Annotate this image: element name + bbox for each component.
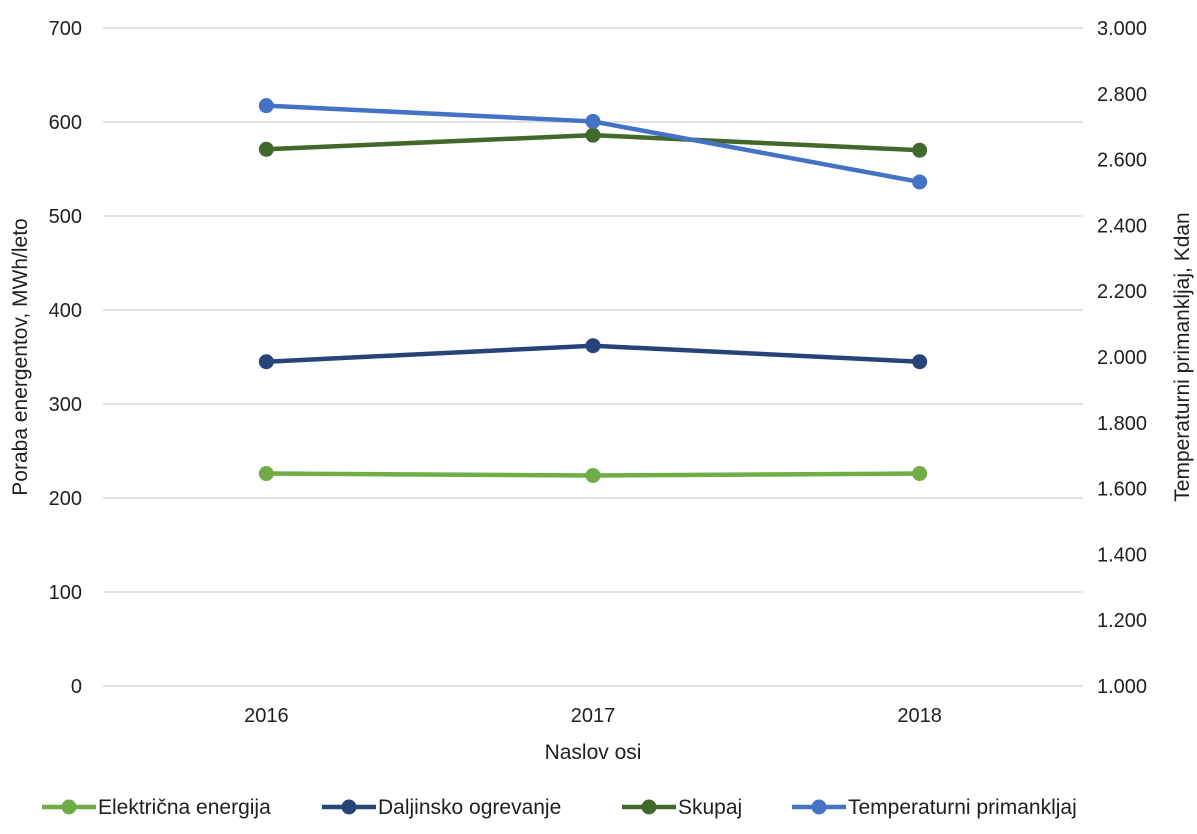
y-tick-label: 300: [49, 394, 82, 416]
legend-marker-icon: [641, 799, 657, 815]
y2-tick-label: 2.000: [1097, 347, 1147, 369]
x-tick-label: 2017: [571, 705, 616, 727]
legend-item-skupaj: Skupaj: [622, 796, 742, 819]
y-tick-label: 700: [49, 18, 82, 40]
y-tick-label: 600: [49, 112, 82, 134]
y-tick-label: 100: [49, 582, 82, 604]
data-point: [258, 141, 274, 157]
y2-tick-label: 1.000: [1097, 676, 1147, 698]
legend-label: Skupaj: [678, 796, 742, 819]
series-elektricna-energija: [258, 466, 928, 483]
y-tick-label: 400: [49, 300, 82, 322]
y2-axis-title: Temperaturni primankljaj, Kdan: [1171, 212, 1194, 501]
data-point: [258, 466, 274, 482]
x-tick-label: 2018: [897, 705, 942, 727]
y2-axis-ticks: 1.000 1.200 1.400 1.600 1.800 2.000 2.200 2.400…: [1097, 18, 1147, 698]
y2-tick-label: 2.400: [1097, 215, 1147, 237]
y-axis-ticks: 0 100 200 300 400 500 600 700: [49, 18, 82, 698]
legend-item-daljinsko-ogrevanje: Daljinsko ogrevanje: [322, 796, 561, 819]
series-daljinsko-ogrevanje: [258, 338, 928, 370]
data-point: [912, 354, 928, 370]
x-tick-label: 2016: [244, 705, 289, 727]
series-temperaturni-primankljaj: [258, 98, 928, 190]
legend-marker-icon: [61, 799, 77, 815]
legend-marker-icon: [811, 799, 827, 815]
y-tick-label: 0: [71, 676, 82, 698]
data-point: [912, 174, 928, 190]
data-point: [585, 127, 601, 143]
y2-tick-label: 1.200: [1097, 610, 1147, 632]
x-axis-title: Naslov osi: [545, 741, 642, 764]
data-point: [258, 354, 274, 370]
data-point: [585, 113, 601, 129]
y-tick-label: 200: [49, 488, 82, 510]
y2-tick-label: 1.600: [1097, 479, 1147, 501]
data-point: [585, 338, 601, 354]
x-axis-ticks: 2016 2017 2018: [244, 705, 942, 727]
series-skupaj: [258, 127, 928, 158]
y-axis-title: Poraba energentov, MWh/leto: [9, 218, 32, 495]
y2-tick-label: 2.200: [1097, 281, 1147, 303]
data-point: [912, 466, 928, 482]
legend-label: Temperaturni primankljaj: [848, 796, 1077, 819]
data-point: [258, 98, 274, 114]
legend: Električna energija Daljinsko ogrevanje Sk…: [42, 796, 1077, 819]
y2-tick-label: 2.600: [1097, 150, 1147, 172]
y2-tick-label: 1.400: [1097, 544, 1147, 566]
series-layer: [258, 98, 928, 483]
data-point: [912, 142, 928, 158]
legend-item-temperaturni-primankljaj: Temperaturni primankljaj: [792, 796, 1077, 819]
legend-marker-icon: [341, 799, 357, 815]
legend-label: Daljinsko ogrevanje: [378, 796, 561, 819]
gridlines: [103, 27, 1083, 687]
y-tick-label: 500: [49, 206, 82, 228]
y2-tick-label: 3.000: [1097, 18, 1147, 40]
y2-tick-label: 2.800: [1097, 84, 1147, 106]
data-point: [585, 467, 601, 483]
legend-label: Električna energija: [98, 796, 271, 819]
y2-tick-label: 1.800: [1097, 413, 1147, 435]
legend-item-elektricna-energija: Električna energija: [42, 796, 271, 819]
